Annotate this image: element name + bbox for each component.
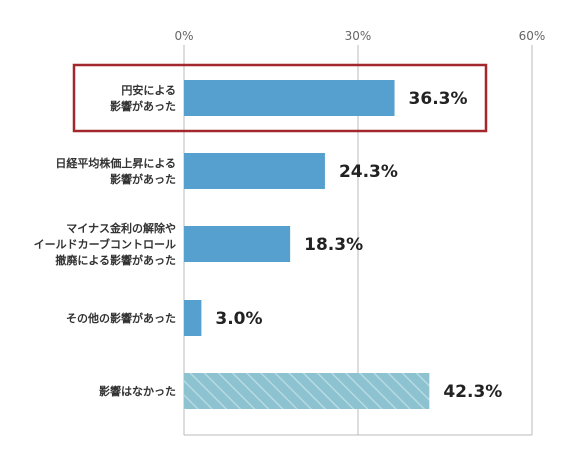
x-tick-label: 60% [519, 29, 546, 43]
category-label: 日経平均株価上昇による [55, 156, 176, 170]
x-tick-label: 30% [345, 29, 372, 43]
data-label: 3.0% [215, 309, 262, 329]
highlight [72, 63, 488, 133]
data-label: 18.3% [304, 235, 363, 255]
category-labels: 円安による影響があった日経平均株価上昇による影響があったマイナス金利の解除やイー… [34, 83, 176, 398]
bar [184, 300, 202, 336]
value-labels: 36.3% 24.3% 18.3% 3.0% 42.3% [215, 89, 502, 402]
category-label: 撤廃による影響があった [55, 253, 176, 267]
bar [184, 226, 291, 262]
category-label: その他の影響があった [66, 311, 176, 325]
category-label: イールドカーブコントロール [34, 237, 176, 251]
category-label: 影響はなかった [99, 384, 176, 398]
x-tick-label: 0% [174, 29, 193, 43]
bars [184, 80, 430, 409]
category-label: 影響があった [110, 172, 176, 186]
category-label: マイナス金利の解除や [66, 221, 176, 235]
data-label: 42.3% [443, 382, 502, 402]
bar [184, 373, 430, 409]
category-label: 影響があった [110, 99, 176, 113]
bar [184, 153, 325, 189]
data-label: 24.3% [339, 162, 398, 182]
bar [184, 80, 395, 116]
x-axis-ticks: 0% 30% 60% [174, 29, 545, 43]
highlight-box [72, 63, 488, 133]
category-label: 円安による [121, 83, 176, 97]
data-label: 36.3% [409, 89, 468, 109]
